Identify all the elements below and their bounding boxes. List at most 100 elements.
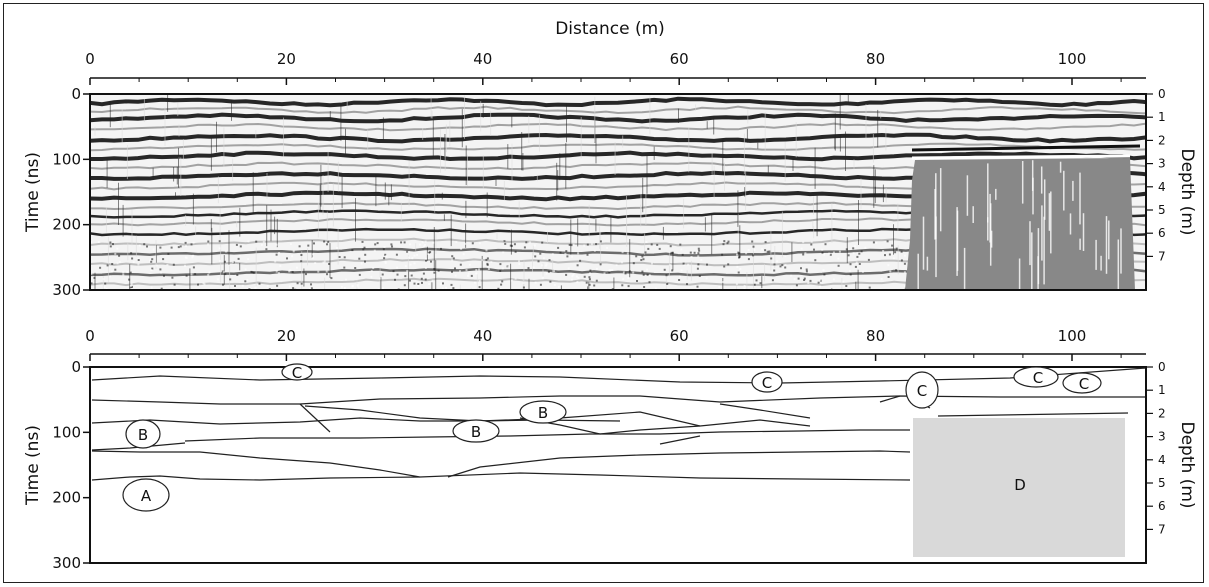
noise-speckle	[680, 248, 683, 251]
noise-speckle	[310, 287, 313, 290]
noise-speckle	[394, 278, 396, 281]
noise-speckle	[683, 263, 686, 266]
noise-speckle	[518, 263, 521, 265]
noise-speckle	[407, 256, 410, 259]
top-depth-tick-label: 7	[1158, 249, 1166, 263]
noise-speckle	[513, 243, 516, 246]
noise-speckle	[588, 283, 591, 286]
noise-speckle	[781, 264, 784, 267]
noise-speckle	[431, 279, 434, 282]
noise-speckle	[499, 263, 502, 266]
noise-speckle	[766, 250, 769, 253]
noise-speckle	[373, 249, 376, 252]
noise-speckle	[137, 259, 140, 261]
noise-speckle	[572, 243, 575, 246]
reflector-right-1	[719, 403, 811, 419]
noise-speckle	[370, 275, 373, 278]
noise-speckle	[648, 274, 651, 277]
noise-speckle	[643, 286, 646, 288]
noise-speckle	[534, 255, 537, 258]
noise-speckle	[588, 278, 591, 281]
label-c5: C	[1079, 375, 1089, 393]
noise-speckle	[542, 276, 545, 279]
noise-speckle	[166, 263, 169, 266]
noise-speckle	[586, 243, 589, 246]
noise-speckle	[254, 287, 257, 289]
noise-speckle	[753, 248, 756, 251]
noise-speckle	[452, 257, 455, 260]
noise-speckle	[266, 285, 269, 288]
noise-speckle	[300, 282, 303, 285]
noise-speckle	[433, 271, 436, 274]
noise-speckle	[622, 271, 625, 274]
noise-speckle	[192, 241, 195, 244]
noise-speckle	[218, 259, 221, 262]
noise-speckle	[773, 263, 776, 266]
noise-speckle	[437, 269, 440, 272]
top-depth-tick-label: 5	[1158, 203, 1166, 217]
noise-speckle	[627, 277, 630, 279]
noise-speckle	[384, 260, 387, 263]
noise-speckle	[647, 247, 650, 250]
noise-speckle	[150, 269, 153, 272]
noise-speckle	[849, 263, 852, 266]
noise-speckle	[151, 267, 154, 270]
noise-speckle	[722, 281, 724, 283]
noise-speckle	[162, 258, 165, 261]
noise-speckle	[322, 261, 325, 264]
top-depth-tick-label: 0	[1158, 87, 1166, 101]
noise-speckle	[364, 260, 366, 263]
noise-speckle	[424, 240, 427, 243]
bottom-depth-tick-label: 1	[1158, 383, 1166, 397]
noise-speckle	[822, 269, 825, 272]
noise-speckle	[807, 282, 810, 284]
noise-speckle	[118, 260, 121, 263]
noise-speckle	[413, 282, 416, 285]
top-time-tick-label: 100	[52, 150, 81, 168]
distance-axis-title: Distance (m)	[555, 19, 665, 39]
noise-speckle	[805, 270, 808, 273]
bottom-x-ticks: 0 20 40 60 80 100	[85, 327, 1122, 361]
noise-speckle	[599, 263, 602, 266]
noise-speckle	[172, 263, 175, 266]
noise-speckle	[298, 245, 301, 248]
noise-speckle	[475, 269, 478, 271]
noise-speckle	[185, 245, 187, 248]
noise-speckle	[609, 269, 612, 272]
label-b2: B	[471, 423, 481, 441]
noise-speckle	[403, 241, 406, 244]
noise-speckle	[343, 266, 346, 269]
noise-speckle	[525, 241, 528, 244]
noise-speckle	[470, 274, 473, 277]
noise-speckle	[770, 257, 773, 260]
label-a-ellipse	[122, 478, 170, 512]
noise-speckle	[867, 258, 870, 261]
noise-speckle	[312, 253, 314, 256]
noise-speckle	[593, 284, 596, 287]
noise-speckle	[635, 255, 638, 258]
noise-speckle	[624, 272, 627, 275]
noise-speckle	[410, 274, 413, 277]
noise-speckle	[891, 244, 894, 247]
label-c1-ellipse	[281, 363, 313, 381]
noise-speckle	[360, 262, 363, 265]
noise-speckle	[577, 252, 580, 255]
noise-speckle	[326, 243, 328, 246]
noise-speckle	[406, 270, 409, 273]
noise-speckle	[904, 254, 906, 257]
noise-speckle	[658, 247, 661, 250]
noise-speckle	[529, 241, 532, 244]
noise-speckle	[723, 265, 726, 268]
noise-speckle	[481, 259, 484, 262]
noise-speckle	[595, 267, 598, 270]
bottom-depth-tick-label: 0	[1158, 360, 1166, 374]
noise-speckle	[872, 241, 875, 244]
noise-speckle	[696, 267, 699, 270]
noise-speckle	[752, 254, 755, 257]
noise-speckle	[823, 253, 826, 256]
label-b3: B	[138, 426, 148, 444]
noise-speckle	[900, 259, 903, 262]
noise-speckle	[882, 250, 885, 252]
noise-speckle	[424, 278, 427, 281]
noise-speckle	[686, 283, 688, 286]
